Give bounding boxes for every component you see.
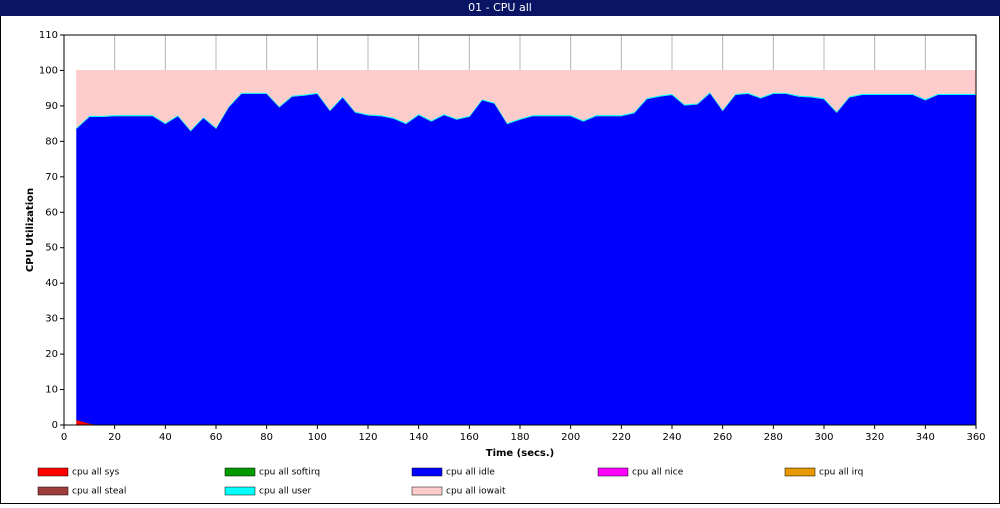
x-tick-label: 140 (409, 432, 428, 443)
y-tick-label: 90 (45, 101, 58, 112)
y-axis-label: CPU Utilization (25, 188, 36, 272)
y-tick-label: 20 (45, 349, 58, 360)
legend-swatch (224, 467, 256, 477)
x-tick-label: 280 (764, 432, 783, 443)
legend-swatch (37, 486, 69, 496)
x-tick-label: 40 (159, 432, 172, 443)
x-tick-label: 160 (460, 432, 479, 443)
chart-title: 01 - CPU all (468, 1, 532, 14)
legend-swatch (224, 486, 256, 496)
y-tick-label: 100 (39, 65, 58, 76)
y-tick-label: 110 (39, 30, 58, 41)
y-tick-label: 50 (45, 243, 58, 254)
x-tick-label: 0 (61, 432, 67, 443)
legend-label: cpu all sys (72, 468, 120, 478)
plot-border (63, 34, 977, 426)
legend-swatch (784, 467, 816, 477)
title-bar (0, 0, 1000, 16)
area (76, 92, 977, 426)
x-tick-label: 220 (612, 432, 631, 443)
y-tick-label: 80 (45, 136, 58, 147)
x-tick-label: 340 (916, 432, 935, 443)
legend-label: cpu all irq (819, 468, 863, 478)
x-axis-label: Time (secs.) (486, 448, 555, 459)
legend-label: cpu all iowait (446, 487, 506, 497)
x-tick-label: 360 (966, 432, 985, 443)
x-tick-label: 260 (713, 432, 732, 443)
x-tick-label: 60 (210, 432, 223, 443)
legend-label: cpu all nice (632, 468, 684, 478)
y-tick-label: 40 (45, 278, 58, 289)
x-tick-label: 120 (358, 432, 377, 443)
x-tick-label: 320 (865, 432, 884, 443)
x-tick-label: 100 (308, 432, 327, 443)
x-tick-label: 180 (510, 432, 529, 443)
y-tick-label: 10 (45, 385, 58, 396)
y-tick-label: 70 (45, 172, 58, 183)
legend-swatch (597, 467, 629, 477)
x-tick-label: 20 (108, 432, 121, 443)
y-tick-label: 0 (52, 420, 58, 431)
legend-label: cpu all user (259, 487, 312, 497)
legend-swatch (37, 467, 69, 477)
x-tick-label: 200 (561, 432, 580, 443)
x-tick-label: 240 (662, 432, 681, 443)
legend-swatch (411, 486, 443, 496)
legend-label: cpu all idle (446, 468, 495, 478)
x-tick-label: 300 (814, 432, 833, 443)
x-tick-label: 80 (260, 432, 273, 443)
y-tick-label: 30 (45, 314, 58, 325)
legend-label: cpu all softirq (259, 468, 320, 478)
legend-swatch (411, 467, 443, 477)
y-tick-label: 60 (45, 207, 58, 218)
legend-label: cpu all steal (72, 487, 126, 497)
